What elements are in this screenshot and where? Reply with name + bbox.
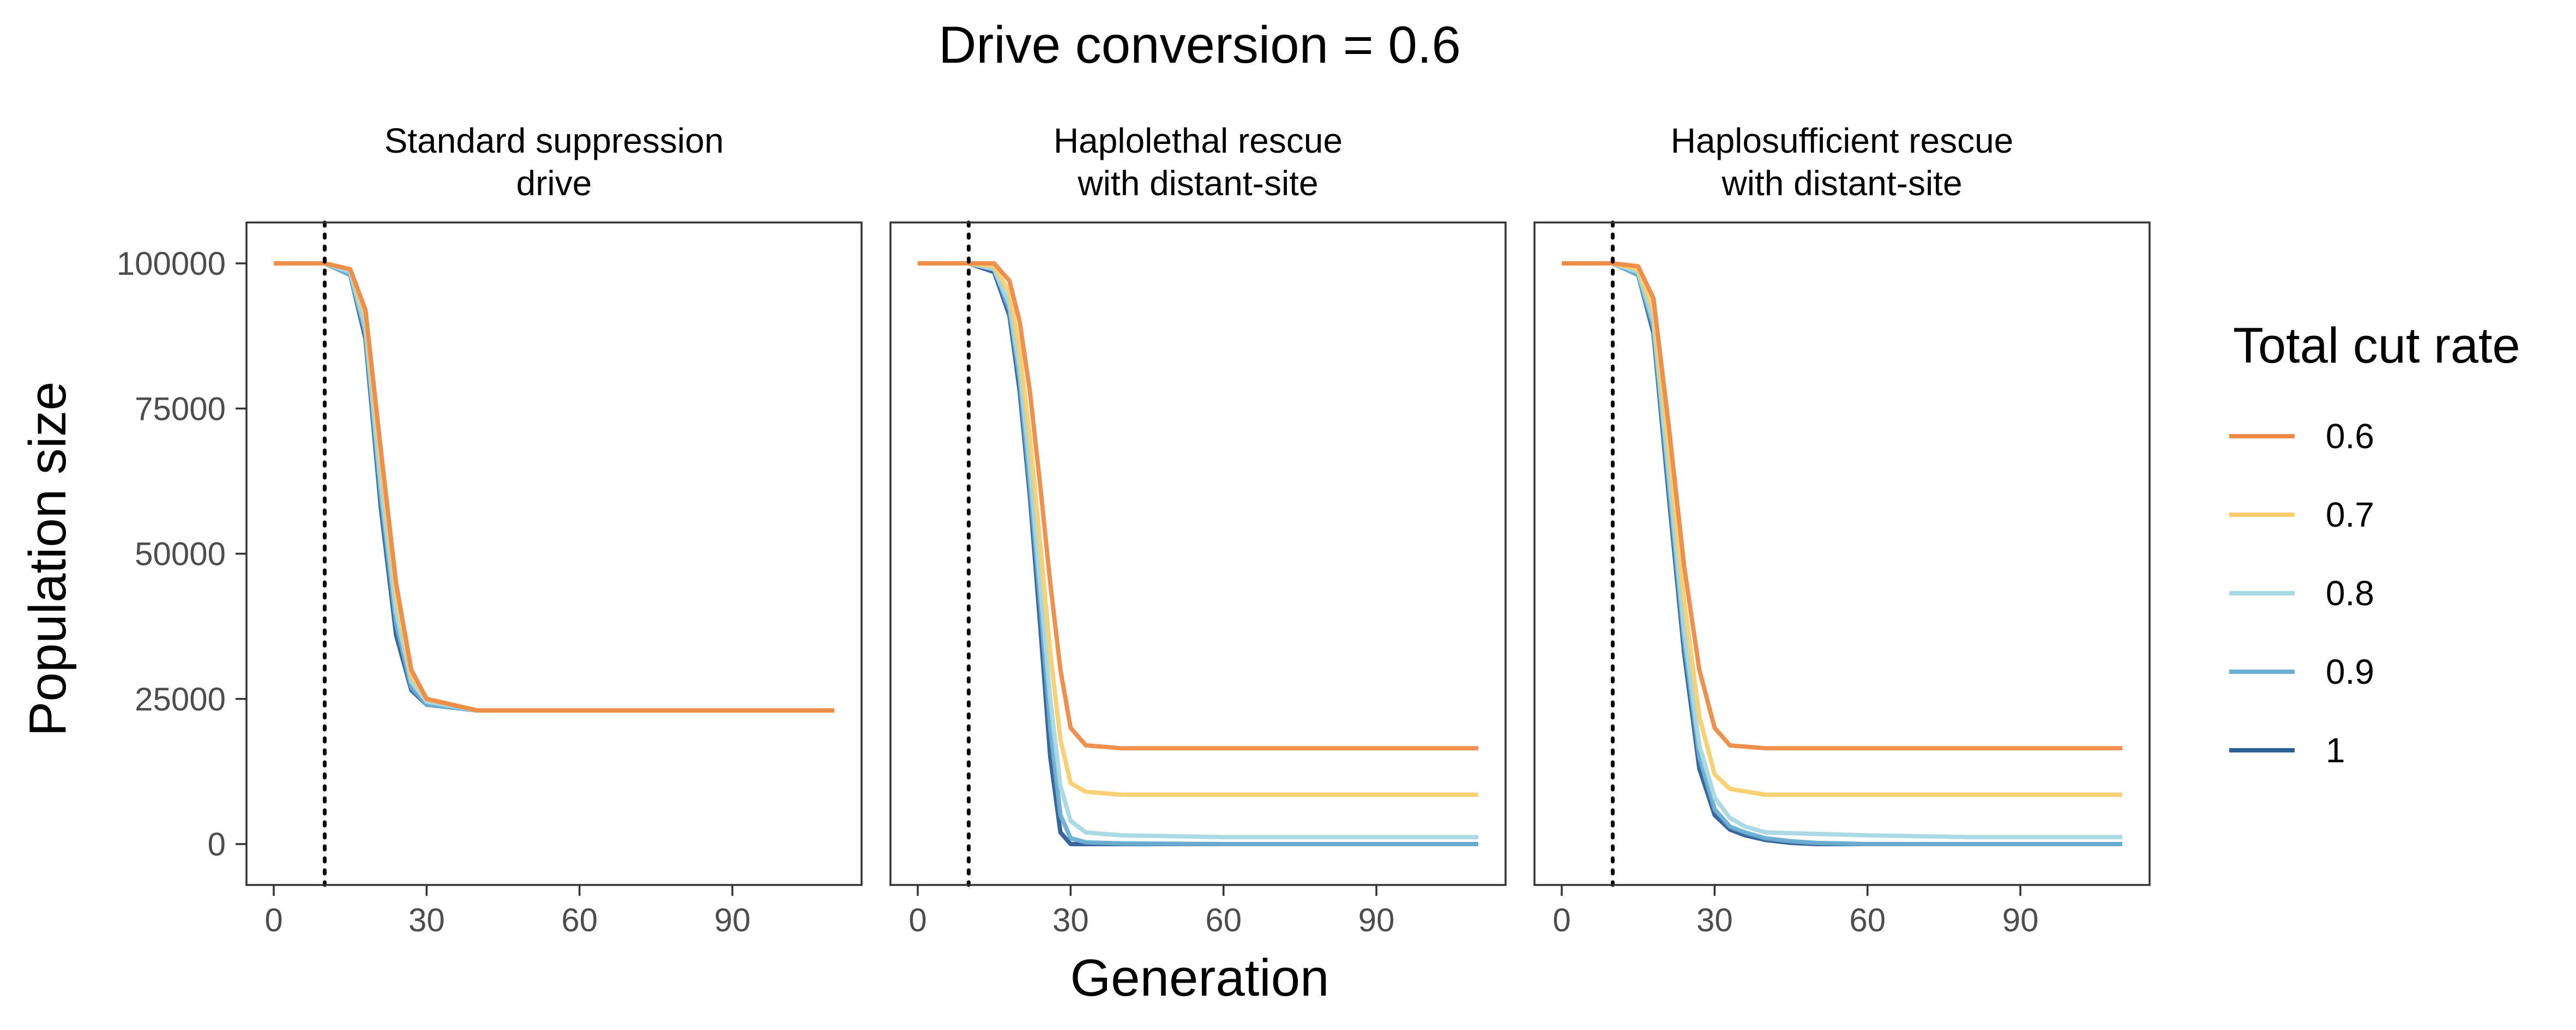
- legend-label: 0.7: [2326, 495, 2374, 534]
- x-axis-title: Generation: [1070, 949, 1329, 1007]
- series-line-0-6: [274, 261, 834, 713]
- legend: Total cut rate 0.6 0.7 0.8 0.9 1: [2229, 318, 2520, 770]
- x-tick-label: 60: [1849, 902, 1886, 938]
- y-tick-label: 25000: [135, 681, 226, 718]
- x-tick-label: 30: [1052, 902, 1089, 938]
- legend-label: 1: [2326, 731, 2345, 770]
- legend-label: 0.6: [2326, 417, 2374, 456]
- chart-title: Drive conversion = 0.6: [938, 16, 1461, 74]
- legend-entry: 0.6: [2229, 417, 2374, 456]
- x-tick-label: 60: [561, 902, 598, 938]
- legend-entry: 0.8: [2229, 574, 2374, 613]
- legend-entry: 0.9: [2229, 652, 2374, 691]
- series-line-0-8: [918, 261, 1478, 840]
- panel-title-line: with distant-site: [1077, 164, 1318, 203]
- panel-3: Haplosufficient rescue with distant-site 0…: [1533, 121, 2151, 938]
- legend-entry: 0.7: [2229, 495, 2374, 534]
- legend-entries: 0.6 0.7 0.8 0.9 1: [2229, 417, 2374, 770]
- x-tick-label: 0: [1552, 902, 1570, 938]
- x-tick-label: 60: [1205, 902, 1242, 938]
- y-tick-label: 0: [208, 826, 226, 863]
- legend-label: 0.9: [2326, 652, 2374, 691]
- panel-2: Haplolethal rescue with distant-site 0 30 60…: [889, 121, 1507, 938]
- y-axis-title: Population size: [19, 381, 77, 736]
- panel-1: Standard suppression drive 0 30 60 90 0 25000 50…: [117, 121, 863, 938]
- series-line-0-6: [918, 261, 1478, 751]
- panel-title-line: with distant-site: [1721, 164, 1962, 203]
- panels: Standard suppression drive 0 30 60 90 0 25000 50…: [117, 121, 2151, 938]
- series-group: [1562, 261, 2122, 846]
- panel-frame: [1533, 221, 2151, 886]
- panel-title-line: Standard suppression: [384, 121, 724, 160]
- series-line-0-7: [918, 261, 1478, 797]
- legend-title: Total cut rate: [2233, 318, 2520, 374]
- series-group: [274, 261, 834, 713]
- panel-frame: [889, 221, 1507, 886]
- x-tick-label: 90: [1358, 902, 1395, 938]
- y-tick-label: 75000: [135, 390, 226, 427]
- x-tick-label: 0: [264, 902, 282, 938]
- series-line-0-6: [1562, 261, 2122, 751]
- x-tick-label: 90: [714, 902, 751, 938]
- legend-entry: 1: [2229, 731, 2345, 770]
- series-group: [918, 261, 1478, 846]
- legend-label: 0.8: [2326, 574, 2374, 613]
- y-tick-label: 50000: [135, 536, 226, 573]
- x-tick-label: 30: [1696, 902, 1733, 938]
- panel-title-line: drive: [516, 164, 592, 203]
- panel-title-line: Haplosufficient rescue: [1671, 121, 2014, 160]
- x-tick-label: 90: [2002, 902, 2039, 938]
- x-tick-label: 30: [408, 902, 445, 938]
- x-tick-label: 0: [908, 902, 926, 938]
- panel-title-line: Haplolethal rescue: [1054, 121, 1343, 160]
- y-tick-label: 100000: [117, 245, 226, 282]
